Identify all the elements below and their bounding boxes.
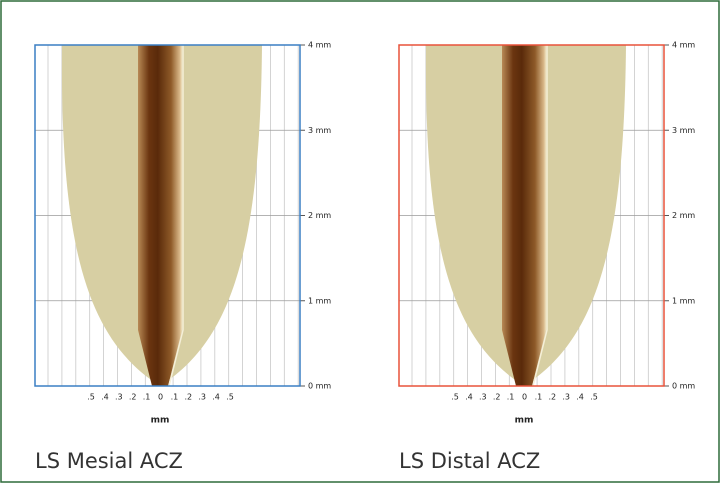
- plot-border: [34, 44, 301, 387]
- x-tick-label: .3: [562, 393, 570, 402]
- canal-edge: [532, 45, 548, 387]
- x-tick-label: .2: [129, 393, 137, 402]
- y-tick-label: 0 mm: [672, 382, 695, 391]
- x-tick-label: .3: [479, 393, 487, 402]
- panel-title: LS Distal ACZ: [399, 449, 540, 473]
- x-tick-label: .3: [115, 393, 123, 402]
- x-tick-label: .4: [212, 393, 220, 402]
- x-tick-label: 0: [158, 393, 163, 402]
- y-tick-label: 4 mm: [672, 41, 695, 50]
- plot-border: [398, 44, 665, 387]
- canal-edge: [168, 45, 184, 387]
- canal: [138, 45, 182, 386]
- x-tick-label: .4: [576, 393, 584, 402]
- x-tick-label: .5: [87, 393, 95, 402]
- x-tick-label: .2: [493, 393, 501, 402]
- x-axis-label: mm: [151, 416, 170, 426]
- y-tick-label: 1 mm: [308, 296, 331, 305]
- x-tick-label: .1: [143, 393, 151, 402]
- panel-title: LS Mesial ACZ: [35, 449, 183, 473]
- x-tick-label: .4: [465, 393, 473, 402]
- y-tick-label: 3 mm: [308, 126, 331, 135]
- y-tick-label: 4 mm: [308, 41, 331, 50]
- canal: [502, 45, 546, 386]
- x-tick-label: .1: [507, 393, 515, 402]
- x-tick-label: .1: [171, 393, 179, 402]
- x-tick-label: .4: [101, 393, 109, 402]
- x-tick-label: .1: [535, 393, 543, 402]
- y-tick-label: 3 mm: [672, 126, 695, 135]
- x-tick-label: .5: [451, 393, 459, 402]
- x-tick-label: .2: [184, 393, 192, 402]
- y-tick-label: 1 mm: [672, 296, 695, 305]
- y-tick-label: 0 mm: [308, 382, 331, 391]
- x-tick-label: 0: [522, 393, 527, 402]
- x-tick-label: .5: [226, 393, 234, 402]
- x-tick-label: .5: [590, 393, 598, 402]
- y-tick-label: 2 mm: [308, 211, 331, 220]
- x-axis-label: mm: [515, 416, 534, 426]
- x-tick-label: .3: [198, 393, 206, 402]
- x-tick-label: .2: [548, 393, 556, 402]
- y-tick-label: 2 mm: [672, 211, 695, 220]
